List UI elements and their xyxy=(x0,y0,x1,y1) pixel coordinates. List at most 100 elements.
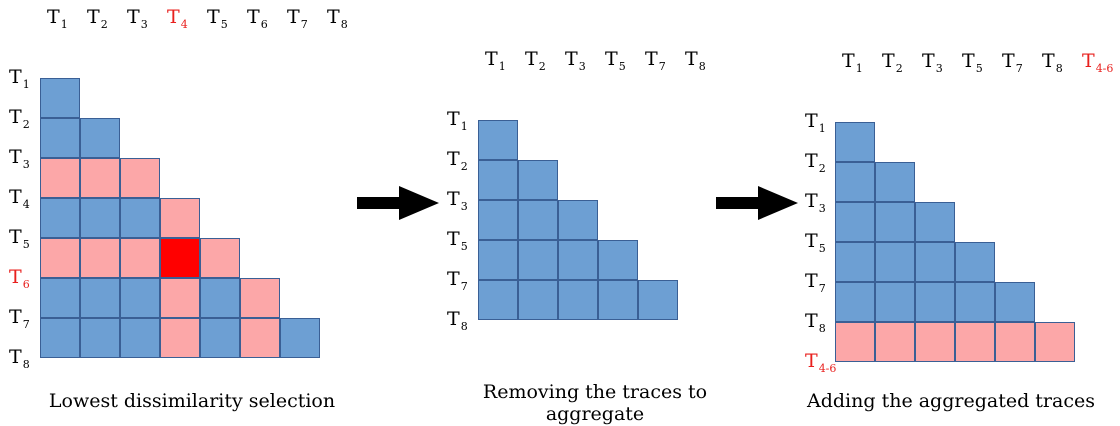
row-label-main: T xyxy=(805,190,818,212)
matrix-cell-blue xyxy=(835,202,875,242)
matrix-cell-blue xyxy=(558,280,598,320)
matrix-cell-pink xyxy=(875,322,915,362)
row-label: T7 xyxy=(447,270,468,293)
row-label-main: T xyxy=(805,230,818,252)
matrix-cell-blue xyxy=(120,318,160,358)
row-label-sub: 4-6 xyxy=(818,362,837,375)
row-label-main: T xyxy=(9,186,22,208)
matrix-cell-blue xyxy=(518,160,558,200)
row-label-sub: 2 xyxy=(460,160,468,173)
row-label: T6 xyxy=(9,266,30,291)
column-label-sub: 8 xyxy=(698,60,706,73)
column-label-main: T xyxy=(1042,50,1055,72)
row-label: T8 xyxy=(9,346,30,371)
column-label: T1 xyxy=(47,6,68,31)
row-label-main: T xyxy=(9,346,22,368)
matrix-cell-pink xyxy=(120,158,160,198)
column-label-sub: 1 xyxy=(498,60,506,73)
column-label-sub: 7 xyxy=(300,18,308,31)
matrix-cell-pink xyxy=(40,238,80,278)
matrix-cell-blue xyxy=(80,278,120,318)
row-label-main: T xyxy=(805,110,818,132)
column-label-main: T xyxy=(287,6,300,28)
row-label: T1 xyxy=(447,110,468,133)
matrix-cell-blue xyxy=(478,200,518,240)
matrix-cell-pink xyxy=(80,158,120,198)
matrix-cell-blue xyxy=(40,78,80,118)
row-label: T4-6 xyxy=(805,352,837,375)
row-label-main: T xyxy=(9,266,22,288)
column-label: T2 xyxy=(87,8,108,31)
column-label-main: T xyxy=(922,50,935,72)
row-label: T4 xyxy=(9,186,30,211)
row-label-sub: 4 xyxy=(22,198,30,211)
row-label-sub: 2 xyxy=(22,118,30,131)
column-label-sub: 2 xyxy=(895,62,903,75)
arrow-right-icon xyxy=(716,186,798,220)
column-label-sub: 1 xyxy=(60,18,68,31)
row-label: T2 xyxy=(805,152,826,175)
row-label-sub: 7 xyxy=(460,280,468,293)
row-label-main: T xyxy=(9,306,22,328)
matrix-cell-blue xyxy=(875,202,915,242)
matrix-cell-blue xyxy=(875,242,915,282)
matrix-cell-blue xyxy=(80,118,120,158)
matrix-cell-blue xyxy=(120,198,160,238)
row-label: T7 xyxy=(805,272,826,295)
row-label-sub: 3 xyxy=(22,158,30,171)
row-label-sub: 7 xyxy=(22,318,30,331)
column-label-sub: 5 xyxy=(975,62,983,75)
column-label-main: T xyxy=(1002,50,1015,72)
column-label-sub: 4 xyxy=(180,18,188,31)
column-label: T8 xyxy=(685,50,706,73)
column-label-sub: 6 xyxy=(260,18,268,31)
matrix-cell-blue xyxy=(40,278,80,318)
column-label-main: T xyxy=(207,6,220,28)
row-label-sub: 3 xyxy=(818,202,826,215)
column-label-main: T xyxy=(47,6,60,28)
matrix-cell-pink xyxy=(160,318,200,358)
matrix-cell-blue xyxy=(835,242,875,282)
row-label-main: T xyxy=(9,146,22,168)
column-label-sub: 2 xyxy=(538,60,546,73)
column-label: T8 xyxy=(1042,50,1063,75)
column-label: T7 xyxy=(1002,50,1023,75)
matrix-cell-blue xyxy=(598,280,638,320)
matrix-cell-pink xyxy=(955,322,995,362)
column-label-main: T xyxy=(605,48,618,70)
matrix-cell-blue xyxy=(915,242,955,282)
column-label: T5 xyxy=(962,52,983,75)
matrix-cell-blue xyxy=(200,318,240,358)
column-label-sub: 8 xyxy=(1055,62,1063,75)
matrix-cell-blue xyxy=(915,202,955,242)
column-label-main: T xyxy=(167,6,180,28)
matrix-cell-pink xyxy=(160,278,200,318)
matrix-cell-blue xyxy=(955,242,995,282)
column-label: T5 xyxy=(207,6,228,31)
matrix-cell-blue xyxy=(120,278,160,318)
row-label: T1 xyxy=(9,68,30,91)
column-label-sub: 1 xyxy=(855,62,863,75)
column-label-sub: 7 xyxy=(1015,62,1023,75)
row-label-main: T xyxy=(447,308,460,330)
column-label: T1 xyxy=(485,48,506,73)
row-label-sub: 8 xyxy=(818,322,826,335)
row-label: T1 xyxy=(805,110,826,135)
matrix-cell-pink xyxy=(1035,322,1075,362)
column-label: T4-6 xyxy=(1082,52,1113,75)
row-label: T3 xyxy=(805,190,826,215)
matrix-cell-pink xyxy=(160,198,200,238)
column-label-main: T xyxy=(485,48,498,70)
matrix-cell-pink xyxy=(40,158,80,198)
row-label-sub: 2 xyxy=(818,162,826,175)
column-label-main: T xyxy=(327,6,340,28)
row-label: T2 xyxy=(9,108,30,131)
row-label-sub: 1 xyxy=(22,78,30,91)
matrix-cell-blue xyxy=(200,278,240,318)
row-label: T8 xyxy=(805,312,826,335)
column-label: T3 xyxy=(127,8,148,31)
row-label: T5 xyxy=(447,230,468,253)
matrix-cell-pink xyxy=(915,322,955,362)
matrix-cell-blue xyxy=(40,318,80,358)
column-label: T2 xyxy=(882,52,903,75)
